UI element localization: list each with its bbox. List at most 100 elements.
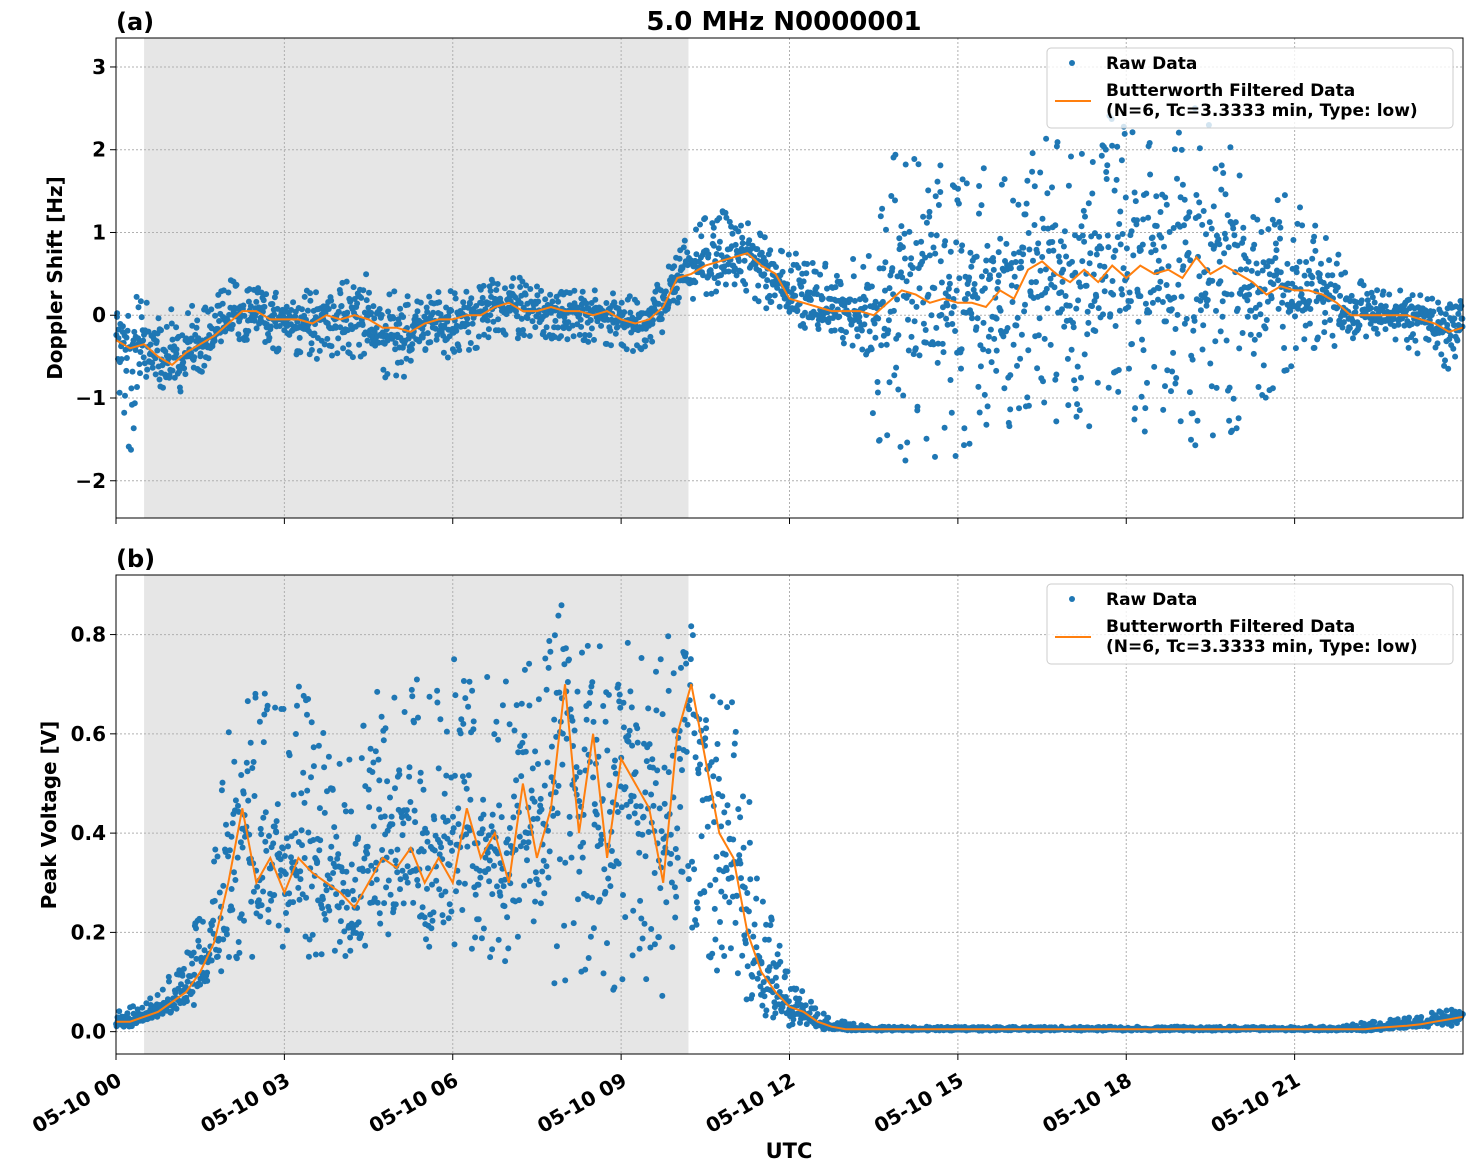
panel-a-raw-point [946, 273, 953, 280]
panel-a-raw-point [409, 341, 416, 348]
panel-a-raw-point [935, 202, 942, 208]
panel-b-raw-point [116, 1008, 123, 1015]
panel-b-raw-point [513, 777, 520, 784]
panel-a-raw-point [565, 319, 572, 326]
panel-b-raw-point [583, 716, 590, 723]
panel-a-raw-point [868, 346, 875, 353]
panel-a-raw-point [535, 298, 542, 305]
panel-a-raw-point [1020, 251, 1027, 258]
panel-a-raw-point [579, 288, 586, 295]
panel-a-raw-point [1142, 300, 1149, 307]
panel-a-raw-point [978, 273, 985, 280]
panel-a-raw-point [1074, 401, 1081, 408]
panel-b-raw-point [602, 888, 609, 895]
panel-a-raw-point [1280, 292, 1287, 299]
panel-a-raw-point [160, 384, 166, 391]
panel-a-raw-point [1210, 203, 1217, 210]
panel-b-raw-point [331, 947, 338, 954]
panel-a-raw-point [1321, 329, 1328, 336]
panel-b-raw-point [465, 772, 472, 779]
panel-a-raw-point [527, 286, 534, 292]
panel-b-raw-point [280, 706, 287, 712]
panel-a-raw-point [754, 246, 761, 253]
panel-b-raw-point [476, 867, 483, 874]
panel-a-raw-point [1197, 307, 1204, 314]
panel-a-raw-point [1450, 345, 1457, 352]
panel-a-raw-point [577, 316, 584, 323]
panel-a-raw-point [854, 326, 861, 333]
panel-a-raw-point [495, 316, 502, 323]
panel-a-raw-point [1186, 389, 1193, 396]
panel-b-raw-point [297, 876, 304, 883]
panel-b-raw-point [397, 886, 403, 893]
panel-a-raw-point [1292, 345, 1299, 352]
panel-b-raw-point [392, 857, 399, 864]
panel-a-raw-point [235, 331, 242, 338]
panel-a-raw-point [763, 305, 770, 312]
panel-b-raw-point [737, 860, 744, 867]
panel-a-raw-point [1171, 294, 1178, 301]
panel-a-raw-point [516, 330, 523, 337]
panel-b-raw-point [758, 960, 765, 967]
panel-b-raw-point [480, 796, 487, 803]
panel-a-raw-point [903, 278, 910, 285]
panel-a-raw-point [404, 301, 411, 308]
panel-b-raw-point [478, 935, 485, 942]
panel-b-raw-point [712, 876, 719, 883]
panel-a-raw-point [918, 238, 925, 245]
panel-a-raw-point [1364, 297, 1371, 304]
panel-a-raw-point [510, 275, 517, 282]
panel-a-raw-point [153, 338, 160, 345]
panel-a-raw-point [524, 315, 531, 322]
panel-b-raw-point [561, 661, 568, 668]
panel-a-raw-point [1117, 241, 1124, 248]
panel-a-raw-point [1024, 394, 1031, 401]
panel-a-raw-point [1059, 278, 1066, 285]
panel-b-raw-point [310, 763, 317, 770]
panel-a-raw-point [1070, 324, 1077, 331]
panel-b-raw-point [629, 742, 636, 749]
panel-a-raw-point [755, 282, 762, 289]
panel-a-raw-point [335, 309, 342, 316]
panel-a-raw-point [739, 234, 746, 241]
panel-a-raw-point [865, 253, 872, 259]
panel-b-raw-point [251, 793, 258, 799]
panel-a-raw-point [798, 283, 805, 290]
panel-b-raw-point [447, 839, 454, 846]
panel-b-raw-point [442, 888, 449, 895]
panel-a-raw-point [1227, 144, 1234, 151]
panel-b-raw-point [685, 863, 692, 869]
panel-b-raw-point [710, 773, 717, 780]
panel-b-raw-point [314, 858, 321, 865]
panel-b-raw-point [365, 786, 372, 793]
panel-b-raw-point [234, 854, 241, 861]
panel-a-raw-point [739, 240, 746, 247]
panel-a-raw-point [133, 293, 140, 300]
panel-a-raw-point [718, 272, 724, 279]
panel-b-raw-point [484, 849, 491, 856]
panel-a-raw-point [1322, 235, 1329, 241]
panel-a-raw-point [260, 297, 267, 304]
panel-b-raw-point [373, 876, 380, 883]
panel-a-raw-point [995, 272, 1002, 279]
panel-b-raw-point [571, 727, 578, 734]
panel-a-raw-point [1382, 326, 1389, 333]
panel-b-raw-point [595, 824, 602, 831]
panel-b-raw-point [431, 847, 438, 854]
panel-b-raw-point [472, 891, 479, 898]
panel-b-raw-point [642, 789, 649, 796]
panel-a-raw-point [971, 281, 978, 287]
panel-b-raw-point [630, 907, 637, 914]
panel-b-raw-point [850, 1020, 857, 1027]
panel-b-raw-point [433, 877, 440, 884]
panel-b-raw-point [370, 759, 377, 766]
panel-a-raw-point [154, 347, 161, 354]
panel-a-raw-point [710, 224, 717, 231]
panel-a-raw-point [130, 425, 137, 432]
panel-a-raw-point [891, 372, 898, 379]
panel-a-raw-point [508, 283, 515, 290]
panel-b-raw-point [759, 1002, 766, 1009]
panel-b-raw-point [336, 760, 343, 767]
panel-b-raw-point [534, 815, 541, 822]
panel-a-raw-point [822, 260, 829, 267]
